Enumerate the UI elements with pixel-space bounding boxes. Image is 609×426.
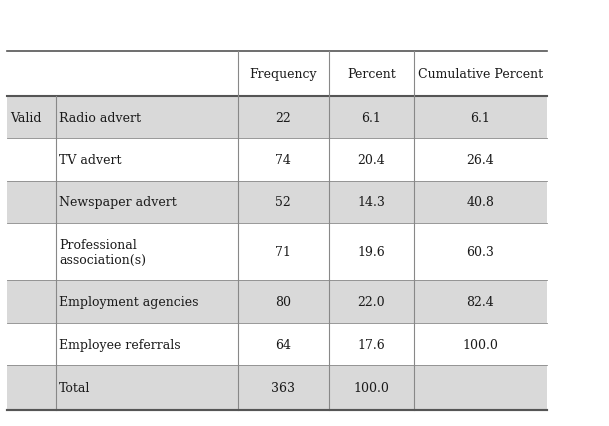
Text: 26.4: 26.4 <box>466 154 494 167</box>
Text: 20.4: 20.4 <box>357 154 385 167</box>
Bar <box>7 224 547 281</box>
Text: Valid: Valid <box>10 111 42 124</box>
Bar <box>7 323 547 366</box>
Text: Percent: Percent <box>347 68 396 81</box>
Text: TV advert: TV advert <box>59 154 121 167</box>
Text: 14.3: 14.3 <box>357 196 385 209</box>
Text: Total: Total <box>59 381 90 394</box>
Text: 363: 363 <box>271 381 295 394</box>
Bar <box>7 281 547 323</box>
Text: 6.1: 6.1 <box>361 111 381 124</box>
Text: 22.0: 22.0 <box>357 295 385 308</box>
Text: 22: 22 <box>275 111 291 124</box>
Bar <box>7 97 547 139</box>
Text: 60.3: 60.3 <box>466 246 495 259</box>
Bar <box>7 366 547 410</box>
Text: 17.6: 17.6 <box>357 338 385 351</box>
Text: 52: 52 <box>275 196 291 209</box>
Text: Radio advert: Radio advert <box>59 111 141 124</box>
Bar <box>7 181 547 224</box>
Text: 74: 74 <box>275 154 291 167</box>
Text: 6.1: 6.1 <box>470 111 490 124</box>
Text: Employee referrals: Employee referrals <box>59 338 181 351</box>
Text: 100.0: 100.0 <box>353 381 389 394</box>
Text: 64: 64 <box>275 338 291 351</box>
Text: Professional
association(s): Professional association(s) <box>59 238 146 266</box>
Text: Newspaper advert: Newspaper advert <box>59 196 177 209</box>
Text: 80: 80 <box>275 295 291 308</box>
Bar <box>7 52 547 97</box>
Text: Cumulative Percent: Cumulative Percent <box>418 68 543 81</box>
Text: Frequency: Frequency <box>250 68 317 81</box>
Text: 40.8: 40.8 <box>466 196 495 209</box>
Text: Employment agencies: Employment agencies <box>59 295 199 308</box>
Text: 71: 71 <box>275 246 291 259</box>
Bar <box>7 139 547 181</box>
Text: 19.6: 19.6 <box>357 246 385 259</box>
Text: 100.0: 100.0 <box>462 338 498 351</box>
Text: 82.4: 82.4 <box>466 295 494 308</box>
